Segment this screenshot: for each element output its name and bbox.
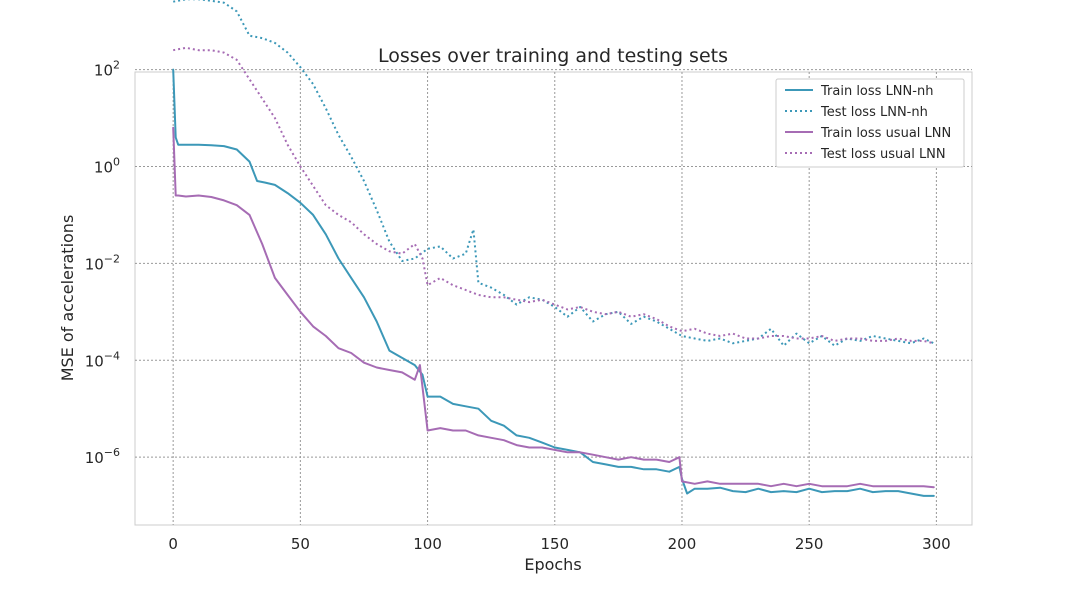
- y-tick-exponent: −2: [104, 252, 120, 265]
- y-tick-label: 10−4: [85, 349, 120, 370]
- y-tick-base: 10: [85, 352, 104, 370]
- y-tick-exponent: −4: [104, 349, 120, 362]
- series-line-train-loss-lnn-nh: [172, 68, 935, 497]
- y-tick-base: 10: [85, 449, 104, 467]
- x-tick-label: 200: [668, 535, 697, 553]
- legend: Train loss LNN-nh Test loss LNN-nh Train…: [775, 78, 965, 168]
- y-tick-label: 102: [94, 59, 120, 80]
- x-tick-labels: 0 50 100 150 200 250 300: [168, 535, 950, 553]
- legend-label-test-lnn-nh: Test loss LNN-nh: [820, 105, 928, 120]
- x-axis-label: Epochs: [524, 555, 581, 574]
- series-layer: [172, 0, 935, 497]
- y-tick-base: 10: [94, 158, 113, 176]
- x-tick-label: 250: [795, 535, 824, 553]
- chart-title: Losses over training and testing sets: [378, 45, 728, 67]
- x-tick-label: 300: [922, 535, 951, 553]
- series-line-train-loss-usual-lnn: [172, 126, 935, 489]
- x-tick-label: 0: [168, 535, 178, 553]
- y-tick-label: 100: [94, 155, 120, 176]
- y-tick-label: 10−2: [85, 252, 120, 273]
- series-line-test-loss-usual-lnn: [173, 46, 935, 345]
- y-tick-exponent: −6: [104, 446, 120, 459]
- y-tick-exponent: 2: [113, 59, 120, 72]
- x-tick-label: 50: [291, 535, 310, 553]
- legend-label-train-usual-lnn: Train loss usual LNN: [820, 126, 951, 141]
- legend-box: [775, 78, 965, 168]
- legend-label-test-usual-lnn: Test loss usual LNN: [820, 147, 946, 162]
- y-tick-base: 10: [85, 255, 104, 273]
- y-axis-label: MSE of accelerations: [58, 215, 77, 382]
- x-tick-label: 100: [413, 535, 442, 553]
- x-tick-label: 150: [540, 535, 569, 553]
- legend-label-train-lnn-nh: Train loss LNN-nh: [820, 84, 933, 99]
- y-tick-label: 10−6: [85, 446, 120, 467]
- y-tick-exponent: 0: [113, 155, 120, 168]
- series-line-test-loss-lnn-nh: [173, 0, 935, 347]
- y-tick-base: 10: [94, 62, 113, 80]
